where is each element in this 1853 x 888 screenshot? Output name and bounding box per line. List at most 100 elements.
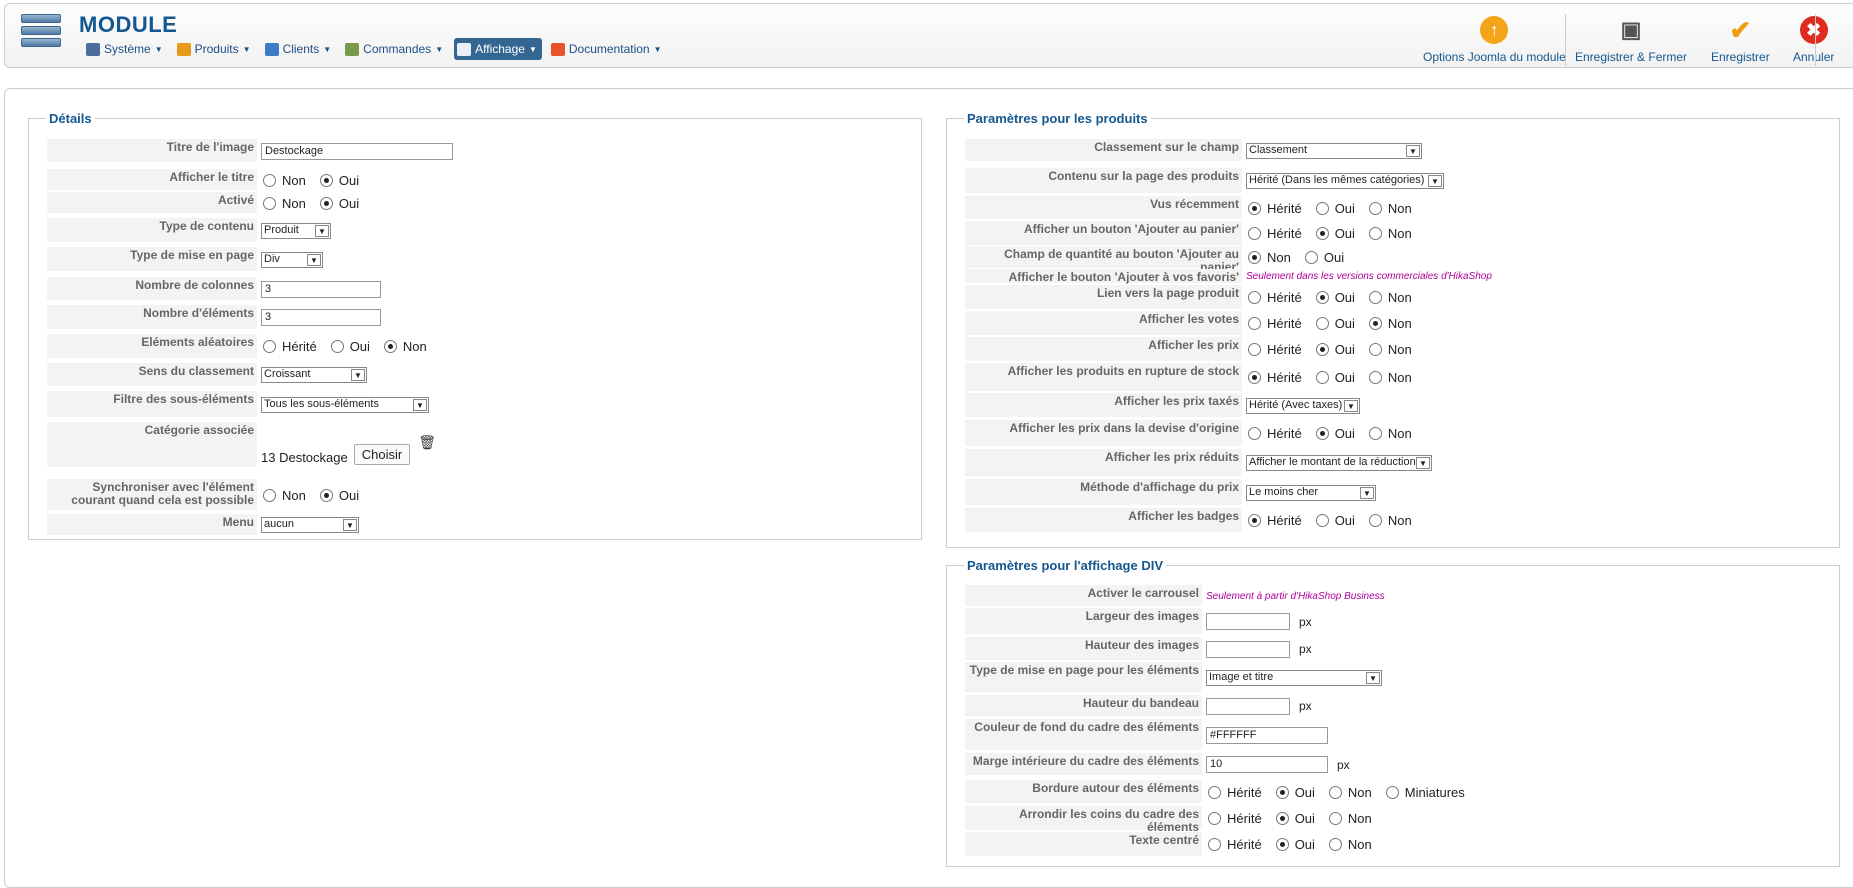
field-value: Classement ▼ <box>1243 139 1422 162</box>
radio-non[interactable] <box>1368 227 1382 240</box>
radio-hérité[interactable] <box>1248 227 1261 240</box>
radio-non[interactable] <box>1328 785 1342 799</box>
toolbar-label: Enregistrer <box>1711 50 1770 64</box>
menu-label: Commandes <box>363 42 432 56</box>
text-input[interactable]: 3 <box>261 280 381 298</box>
radio-non[interactable] <box>1328 838 1342 851</box>
radio-hérité[interactable] <box>1248 427 1261 440</box>
radio-non[interactable] <box>263 196 276 210</box>
radio-oui[interactable] <box>1315 427 1329 440</box>
radio-oui[interactable] <box>319 488 333 502</box>
radio-oui[interactable] <box>1315 227 1329 240</box>
radio-hérité[interactable] <box>1248 291 1261 304</box>
toolbar-upload-button[interactable]: ↑ Options Joomla du module <box>1423 12 1566 64</box>
text-input[interactable] <box>1206 640 1290 658</box>
dropdown-select[interactable]: Hérité (Avec taxes) ▼ <box>1246 397 1360 414</box>
radio-hérité[interactable] <box>1248 343 1261 356</box>
radio-non[interactable] <box>1328 812 1342 825</box>
radio-hérité[interactable] <box>1208 812 1221 825</box>
trash-icon[interactable]: 🗑 <box>418 434 436 450</box>
dropdown-select[interactable]: Tous les sous-éléments ▼ <box>261 396 429 413</box>
radio-non[interactable] <box>383 340 397 353</box>
radio-oui[interactable] <box>1315 343 1329 356</box>
select-value: Image et titre <box>1209 670 1274 683</box>
radio-hérité[interactable] <box>1208 785 1221 799</box>
toolbar-cancel-button[interactable]: ✖ Annuler <box>1793 12 1834 64</box>
dropdown-select[interactable]: aucun ▼ <box>261 517 359 533</box>
radio-non[interactable] <box>1368 427 1382 440</box>
caret-down-icon: ▼ <box>323 44 332 54</box>
field-value: #FFFFFF <box>1203 719 1328 751</box>
radio-hérité[interactable] <box>263 340 276 353</box>
choose-category-button[interactable]: Choisir <box>353 444 411 465</box>
form-row: Hauteur du bandeau px <box>965 695 1825 717</box>
dropdown-select[interactable]: Div ▼ <box>261 251 323 268</box>
text-input[interactable]: 10 <box>1206 756 1328 773</box>
form-row: Catégorie associée 13 Destockage Choisir 🗑 <box>47 422 907 468</box>
menu-documentation[interactable]: Documentation ▼ <box>548 38 667 60</box>
radio-oui[interactable] <box>1315 371 1329 384</box>
dropdown-select[interactable]: Hérité (Dans les mêmes catégories) ▼ <box>1246 173 1444 189</box>
div-legend: Paramètres pour l'affichage DIV <box>967 558 1163 573</box>
field-value: 13 Destockage Choisir 🗑 <box>258 422 436 468</box>
radio-non[interactable] <box>1368 291 1382 304</box>
availability-note: Seulement à partir d'HikaShop Business <box>1206 590 1385 602</box>
radio-hérité[interactable] <box>1248 201 1261 215</box>
radio-miniatures[interactable] <box>1385 785 1399 799</box>
radio-oui[interactable] <box>1275 838 1289 851</box>
radio-hérité[interactable] <box>1248 371 1261 384</box>
form-row: Afficher le titre Non Oui <box>47 169 907 191</box>
radio-oui[interactable] <box>319 173 333 187</box>
radio-non[interactable] <box>1368 201 1382 215</box>
radio-oui[interactable] <box>1315 201 1329 215</box>
dropdown-select[interactable]: Afficher le montant de la réduction ▼ <box>1246 455 1432 471</box>
radio-non[interactable] <box>1368 514 1382 527</box>
details-legend: Détails <box>49 111 92 126</box>
radio-non[interactable] <box>1368 317 1382 330</box>
text-input[interactable]: Destockage <box>261 142 453 160</box>
menu-commandes[interactable]: Commandes ▼ <box>342 38 448 60</box>
radio-non[interactable] <box>1368 343 1382 356</box>
field-label: Classement sur le champ <box>965 139 1242 162</box>
chevron-down-icon: ▼ <box>343 519 357 531</box>
text-input[interactable] <box>1206 613 1290 630</box>
toolbar-check-button[interactable]: ✔ Enregistrer <box>1711 12 1770 65</box>
dropdown-select[interactable]: Image et titre ▼ <box>1206 669 1382 686</box>
radio-oui[interactable] <box>1315 514 1329 527</box>
radio-hérité[interactable] <box>1208 838 1221 851</box>
radio-hérité[interactable] <box>1248 317 1261 330</box>
form-row: Texte centré Hérité Oui Non <box>965 832 1825 857</box>
radio-oui[interactable] <box>1275 812 1289 825</box>
radio-oui[interactable] <box>1315 291 1329 304</box>
menu-clients[interactable]: Clients ▼ <box>262 38 337 60</box>
toolbar-floppy-button[interactable]: ▣ Enregistrer & Fermer <box>1575 12 1687 64</box>
menu-produits[interactable]: Produits ▼ <box>174 38 256 60</box>
radio-oui[interactable] <box>1304 251 1318 264</box>
radio-non[interactable] <box>1248 251 1261 264</box>
text-input[interactable]: #FFFFFF <box>1206 726 1328 744</box>
chevron-down-icon: ▼ <box>315 224 329 237</box>
menu-système[interactable]: Système ▼ <box>83 38 168 60</box>
radio-non[interactable] <box>263 488 276 502</box>
dropdown-select[interactable]: Classement ▼ <box>1246 142 1422 159</box>
field-value: Non Oui <box>258 479 371 511</box>
display-icon <box>457 42 472 56</box>
text-input[interactable]: 3 <box>261 309 381 326</box>
field-value: Destockage <box>258 139 453 163</box>
radio-oui[interactable] <box>319 196 333 210</box>
toolbar-separator <box>1815 14 1816 66</box>
radio-oui[interactable] <box>330 340 344 353</box>
radio-oui[interactable] <box>1315 317 1329 330</box>
radio-non[interactable] <box>263 173 276 187</box>
radio-label: Hérité <box>282 339 317 354</box>
radio-hérité[interactable] <box>1248 514 1261 527</box>
dropdown-select[interactable]: Le moins cher ▼ <box>1246 484 1376 501</box>
select-value: Produit <box>264 223 299 236</box>
dropdown-select[interactable]: Croissant ▼ <box>261 367 367 383</box>
toolbar-separator <box>1565 14 1566 66</box>
text-input[interactable] <box>1206 697 1290 715</box>
radio-non[interactable] <box>1368 371 1382 384</box>
dropdown-select[interactable]: Produit ▼ <box>261 222 331 239</box>
radio-oui[interactable] <box>1275 785 1289 799</box>
menu-affichage[interactable]: Affichage ▼ <box>454 38 542 60</box>
